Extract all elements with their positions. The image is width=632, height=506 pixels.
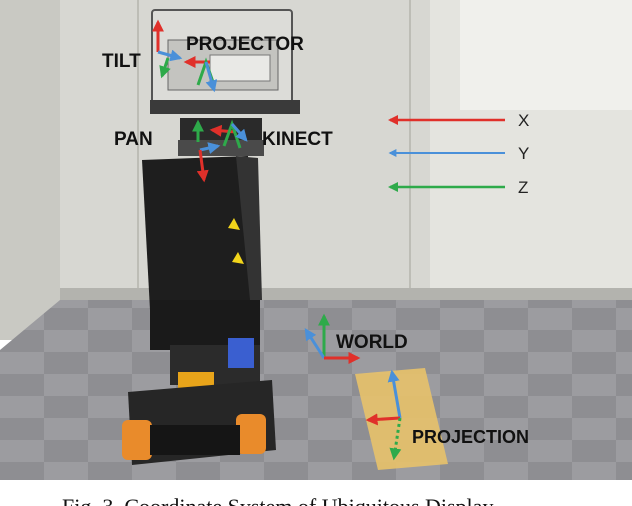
pan-axes bbox=[192, 119, 221, 183]
axis-legend: X Y Z bbox=[388, 111, 529, 197]
label-pan: PAN bbox=[114, 129, 153, 150]
world-axes bbox=[304, 313, 361, 364]
legend-x-label: X bbox=[518, 111, 529, 130]
figure-caption: Fig. 3. Coordinate System of Ubiquitous … bbox=[62, 494, 493, 506]
label-projection: PROJECTION bbox=[412, 427, 529, 447]
robot bbox=[122, 9, 300, 465]
kinect-axes bbox=[209, 119, 248, 149]
projection-area bbox=[355, 368, 448, 470]
label-projector: PROJECTOR bbox=[186, 34, 304, 55]
legend-y-label: Y bbox=[518, 144, 529, 163]
projector-axes bbox=[183, 56, 218, 93]
label-world: WORLD bbox=[336, 332, 408, 353]
room-background bbox=[0, 0, 632, 480]
tilt-axes bbox=[152, 19, 183, 79]
projection-axes bbox=[365, 369, 402, 461]
label-kinect: KINECT bbox=[262, 129, 333, 150]
legend-z-label: Z bbox=[518, 178, 528, 197]
label-tilt: TILT bbox=[102, 51, 141, 72]
